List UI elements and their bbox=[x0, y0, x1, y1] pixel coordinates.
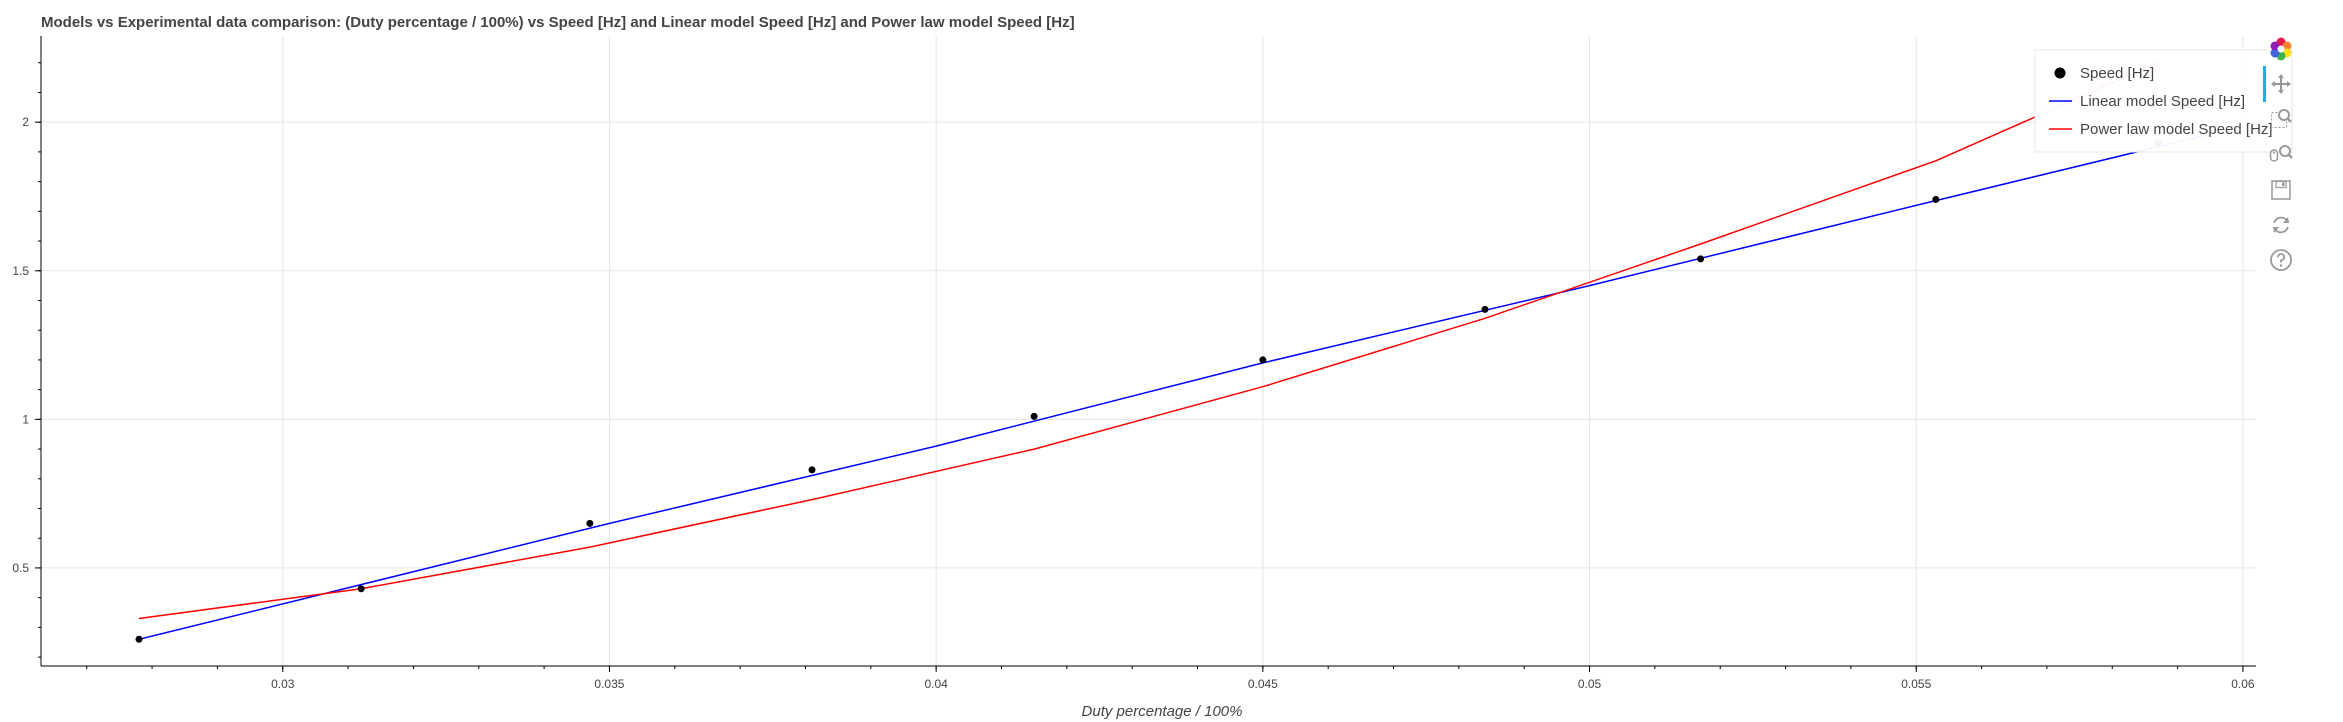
speed-data-point bbox=[1259, 356, 1267, 364]
legend-swatch-speed bbox=[2054, 67, 2066, 79]
pan-tool-icon[interactable] bbox=[2263, 69, 2299, 99]
speed-data-point bbox=[1932, 195, 1940, 203]
power-law-model-line bbox=[138, 62, 2159, 620]
speed-data-point bbox=[586, 519, 594, 527]
speed-data-point bbox=[1030, 412, 1038, 420]
box-zoom-tool-icon[interactable] bbox=[2263, 104, 2299, 134]
legend-label-linear-model[interactable]: Linear model Speed [Hz] bbox=[2080, 93, 2245, 110]
legend-label-speed[interactable]: Speed [Hz] bbox=[2080, 65, 2154, 82]
speed-data-point bbox=[1481, 305, 1489, 313]
y-tick-label: 2 bbox=[22, 115, 29, 129]
x-tick-label: 0.035 bbox=[594, 677, 624, 691]
x-axis-label: Duty percentage / 100% bbox=[1082, 703, 1243, 720]
active-tool-indicator bbox=[2263, 66, 2266, 102]
axis-layer: 0.03 0.035 0.04 0.045 0.05 0.055 0.06 0.5 1 1.5 2 bbox=[12, 36, 2256, 691]
series-layer bbox=[135, 62, 2211, 643]
chart-title: Models vs Experimental data comparison: … bbox=[41, 14, 1075, 31]
linear-model-line bbox=[138, 133, 2211, 641]
y-tick-label: 1.5 bbox=[12, 264, 29, 278]
x-tick-label: 0.05 bbox=[1578, 677, 1602, 691]
legend[interactable]: Speed [Hz] Linear model Speed [Hz] Power l… bbox=[2034, 49, 2293, 153]
bokeh-logo-icon[interactable] bbox=[2263, 34, 2299, 64]
x-tick-label: 0.045 bbox=[1248, 677, 1278, 691]
legend-label-power-law-model[interactable]: Power law model Speed [Hz] bbox=[2080, 121, 2273, 138]
x-tick-label: 0.06 bbox=[2231, 677, 2255, 691]
x-tick-label: 0.055 bbox=[1901, 677, 1931, 691]
y-tick-label: 0.5 bbox=[12, 561, 29, 575]
x-tick-label: 0.04 bbox=[924, 677, 948, 691]
save-tool-icon[interactable] bbox=[2263, 175, 2299, 205]
help-tool-icon[interactable] bbox=[2263, 245, 2299, 275]
speed-data-point bbox=[808, 466, 816, 474]
reset-tool-icon[interactable] bbox=[2263, 210, 2299, 240]
legend-box bbox=[2034, 49, 2293, 153]
y-tick-label: 1 bbox=[22, 412, 29, 426]
x-tick-label: 0.03 bbox=[271, 677, 295, 691]
speed-data-point bbox=[1697, 255, 1705, 263]
grid-layer bbox=[41, 36, 2256, 666]
speed-data-point bbox=[357, 585, 365, 593]
speed-data-point bbox=[135, 635, 143, 643]
wheel-zoom-tool-icon[interactable] bbox=[2263, 139, 2299, 169]
